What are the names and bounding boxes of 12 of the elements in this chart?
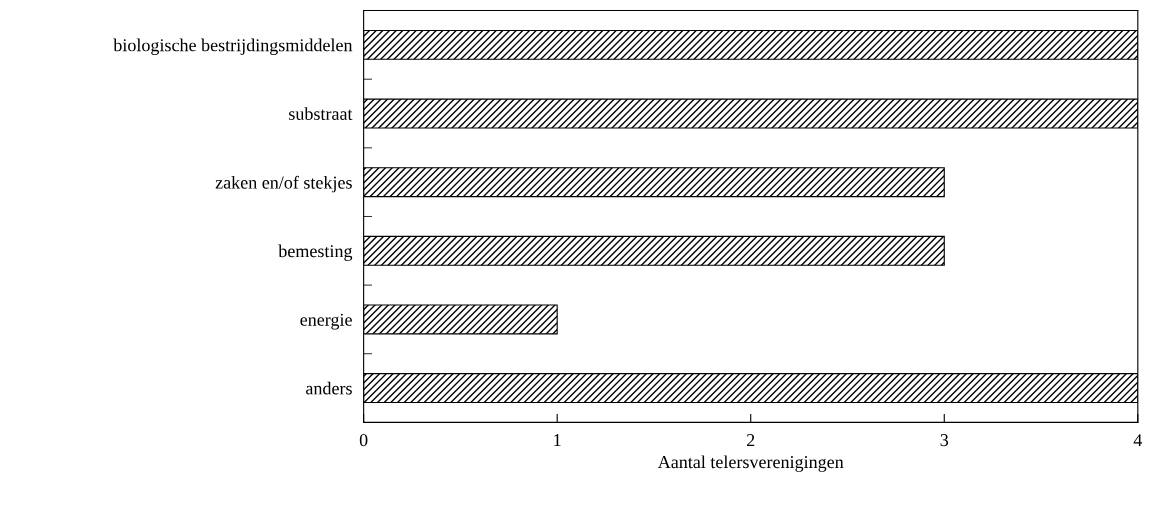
y-tick-label: biologische bestrijdingsmiddelen — [113, 38, 353, 56]
x-axis-title: Aantal telersverenigingen — [657, 455, 844, 472]
y-tick-label: substraat — [289, 107, 353, 120]
x-tick-label: 1 — [554, 434, 561, 447]
y-tick-label: energie — [300, 313, 352, 330]
y-tick-label: bemesting — [278, 244, 353, 261]
x-tick-label: 2 — [747, 434, 755, 447]
y-tick-label: anders — [306, 381, 352, 395]
x-tick-label: 4 — [1133, 434, 1143, 447]
x-tick-label: 0 — [359, 434, 368, 447]
y-tick-label: zaken en/of stekjes — [215, 175, 352, 193]
x-tick-label: 3 — [940, 434, 949, 447]
